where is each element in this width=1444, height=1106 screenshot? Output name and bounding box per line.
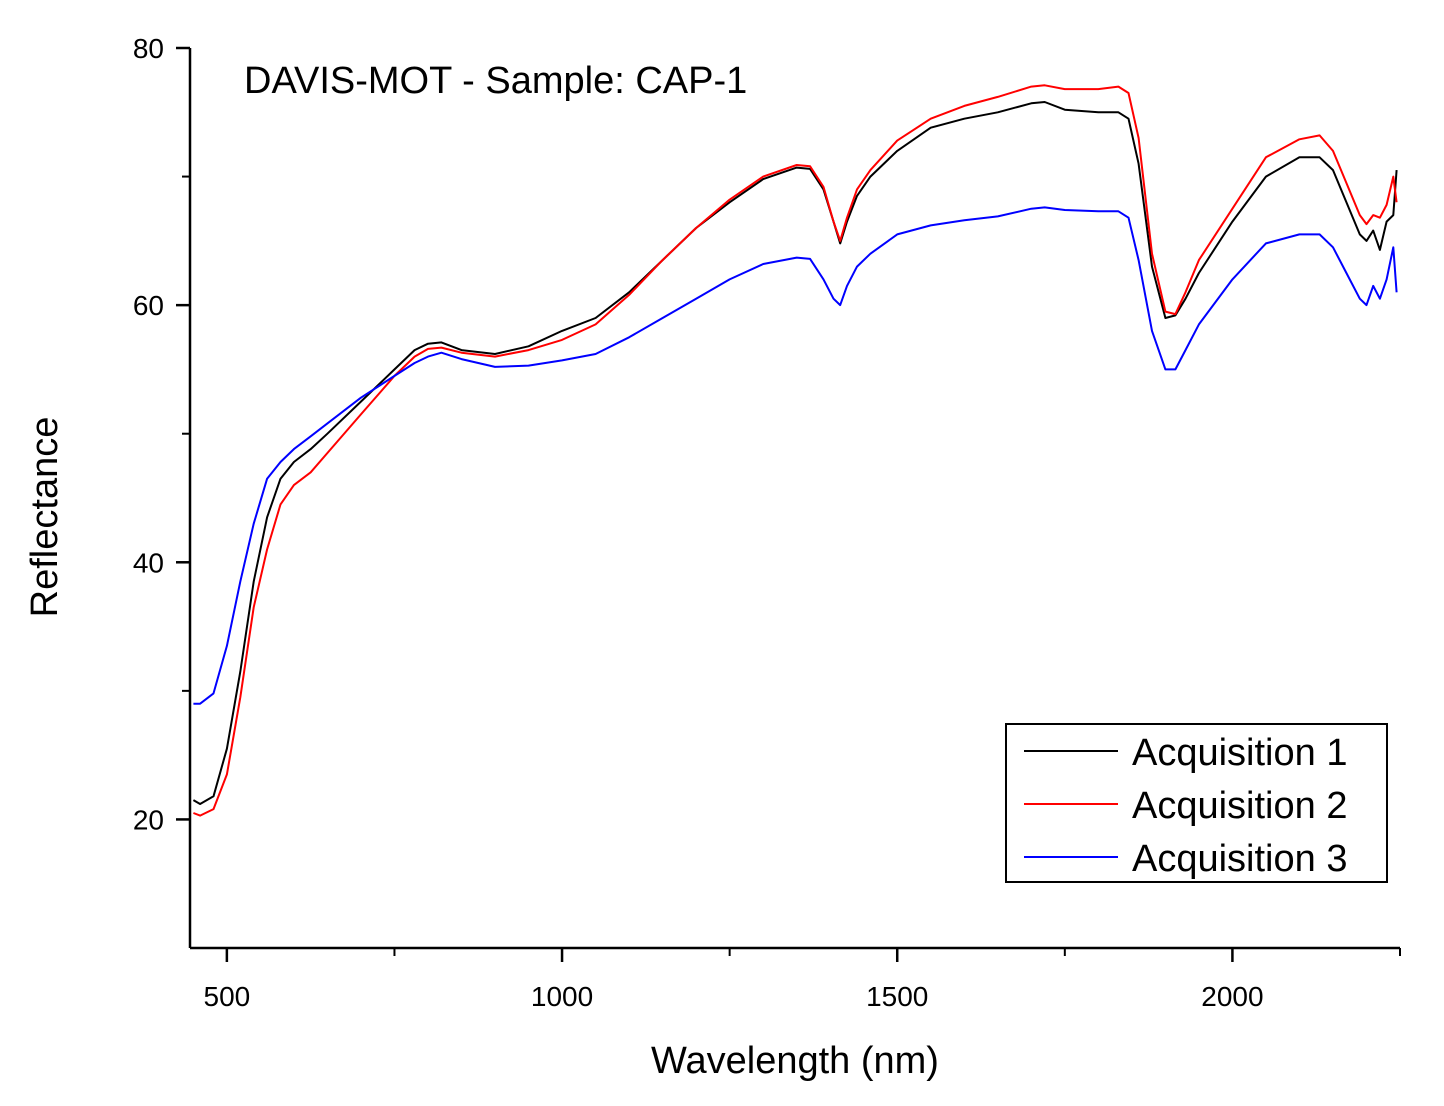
y-tick-label: 60 [133,290,164,321]
legend: Acquisition 1 Acquisition 2 Acquisition 3 [1005,723,1388,883]
series-layer [192,84,1398,817]
legend-items: Acquisition 1 Acquisition 2 Acquisition 3 [1024,732,1347,880]
x-tick-label: 1000 [531,981,593,1012]
x-tick-label: 2000 [1201,981,1263,1012]
x-tick-label: 1500 [866,981,928,1012]
series-line-acquisition-2 [193,84,1398,817]
x-tick-label: 500 [204,981,251,1012]
legend-label: Acquisition 3 [1132,838,1347,880]
y-tick-label: 40 [133,547,164,578]
y-axis-title: Reflectance [24,417,66,618]
series-line-acquisition-1 [192,101,1398,805]
x-axis-title: Wavelength (nm) [651,1040,939,1082]
y-tick-label: 80 [133,33,164,64]
axes-layer: 500 1000 1500 2000 20 40 60 80 [133,33,1401,1012]
legend-label: Acquisition 2 [1132,785,1347,827]
chart-title: DAVIS-MOT - Sample: CAP-1 [244,60,747,102]
legend-label: Acquisition 1 [1132,732,1347,774]
y-tick-label: 20 [133,804,164,835]
series-line-acquisition-3 [193,206,1398,705]
